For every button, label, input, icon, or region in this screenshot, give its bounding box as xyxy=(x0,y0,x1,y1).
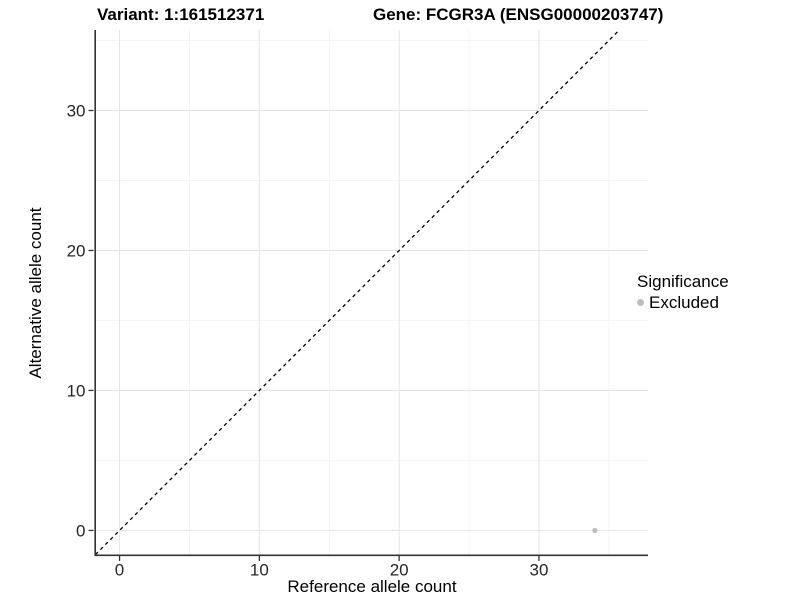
legend-title: Significance xyxy=(637,272,729,291)
gene-title: Gene: FCGR3A (ENSG00000203747) xyxy=(373,5,664,24)
x-tick-label: 20 xyxy=(390,561,409,580)
identity-dashed-line xyxy=(95,29,620,555)
variant-title: Variant: 1:161512371 xyxy=(97,5,265,24)
legend-item-excluded: Excluded xyxy=(637,292,729,313)
x-tick-label: 0 xyxy=(115,561,124,580)
excluded-point-key-icon xyxy=(637,299,644,306)
y-tick-label: 0 xyxy=(76,521,85,540)
y-tick-label: 30 xyxy=(67,101,86,120)
legend-item-label: Excluded xyxy=(649,293,719,312)
x-tick-label: 30 xyxy=(529,561,548,580)
x-tick-label: 10 xyxy=(250,561,269,580)
y-axis-title: Alternative allele count xyxy=(26,207,45,379)
y-tick-label: 20 xyxy=(67,241,86,260)
legend: Significance Excluded xyxy=(637,271,729,313)
data-point xyxy=(592,527,598,534)
x-axis-title: Reference allele count xyxy=(287,577,457,596)
y-tick-label: 10 xyxy=(67,381,86,400)
